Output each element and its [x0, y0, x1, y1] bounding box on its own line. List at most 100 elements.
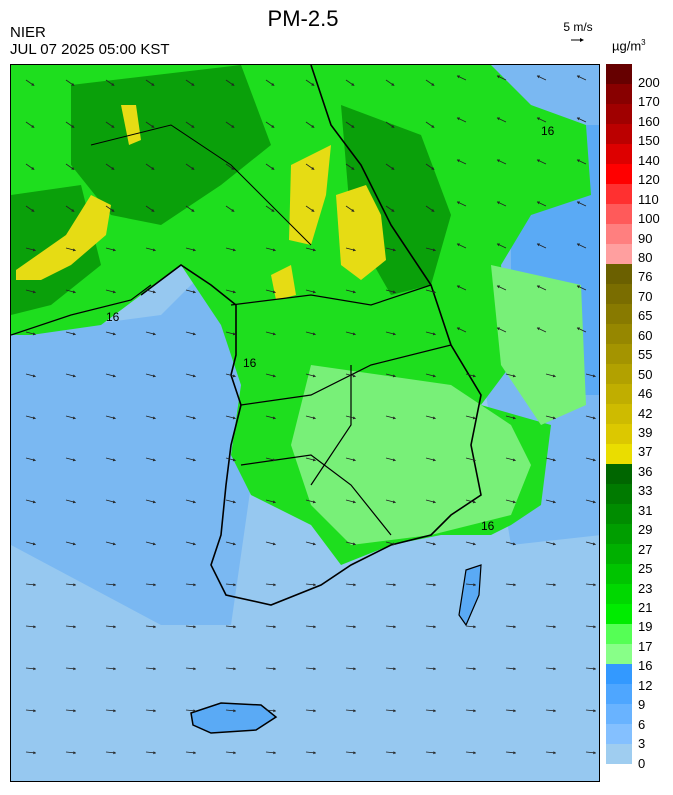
legend-label: 110	[638, 191, 659, 207]
wind-arrowhead	[192, 458, 196, 462]
wind-arrowhead	[472, 500, 476, 504]
wind-arrowhead	[431, 208, 435, 212]
wind-arrowhead	[536, 117, 540, 121]
wind-arrowhead	[593, 583, 596, 587]
wind-arrowhead	[432, 332, 436, 336]
wind-arrowhead	[392, 332, 396, 336]
east-light-green	[491, 265, 586, 425]
wind-arrowhead	[233, 709, 236, 713]
wind-arrowhead	[312, 416, 316, 420]
wind-arrowhead	[151, 166, 155, 170]
wind-arrowhead	[33, 709, 36, 713]
wind-arrowhead	[576, 285, 580, 289]
wind-arrowhead	[351, 166, 355, 170]
legend-label: 6	[638, 716, 646, 732]
wind-arrowhead	[592, 416, 596, 420]
wind-arrowhead	[113, 751, 116, 755]
wind-arrowhead	[576, 243, 580, 247]
wind-arrowhead	[313, 709, 316, 713]
legend-swatch	[606, 304, 632, 325]
wind-arrowhead	[512, 458, 516, 462]
wind-arrowhead	[536, 285, 540, 289]
wind-arrowhead	[312, 332, 316, 336]
contour-label-3: 16	[541, 124, 555, 138]
wind-arrowhead	[33, 751, 36, 755]
wind-arrowhead	[193, 751, 196, 755]
legend-swatch	[606, 624, 632, 645]
legend-swatch	[606, 124, 632, 145]
wind-arrowhead	[113, 625, 116, 629]
legend-label: 76	[638, 269, 653, 285]
legend-label: 100	[638, 211, 660, 227]
wind-arrowhead	[536, 243, 540, 247]
wind-arrowhead	[536, 327, 540, 331]
wind-arrowhead	[33, 625, 36, 629]
legend-label: 3	[638, 736, 646, 752]
wind-arrowhead	[393, 583, 396, 587]
wind-arrowhead	[152, 416, 156, 420]
legend-label: 37	[638, 444, 653, 460]
wind-arrowhead	[456, 243, 460, 247]
legend-swatch	[606, 324, 632, 345]
wind-arrowhead	[113, 667, 116, 671]
wind-arrowhead	[112, 332, 116, 336]
unit-label: µg/m3	[612, 38, 646, 54]
wind-arrowhead	[151, 208, 155, 212]
legend-label: 200	[638, 75, 660, 90]
wind-arrowhead	[313, 667, 316, 671]
wind-arrowhead	[553, 583, 556, 587]
wind-arrowhead	[192, 416, 196, 420]
wind-arrowhead	[553, 625, 556, 629]
wind-arrowhead	[152, 374, 156, 378]
wind-arrowhead	[312, 248, 316, 252]
legend-label: 42	[638, 405, 653, 421]
wind-arrowhead	[593, 625, 596, 629]
wind-arrowhead	[513, 625, 516, 629]
wind-arrowhead	[32, 458, 36, 462]
wind-arrowhead	[536, 159, 540, 163]
legend-swatch	[606, 104, 632, 125]
wind-arrowhead	[433, 583, 436, 587]
wind-arrowhead	[33, 667, 36, 671]
wind-arrowhead	[272, 374, 276, 378]
legend-label: 160	[638, 113, 660, 129]
wind-arrowhead	[432, 416, 436, 420]
wind-arrowhead	[232, 542, 236, 546]
wind-arrowhead	[152, 248, 156, 252]
wind-arrowhead	[233, 583, 236, 587]
legend-swatch	[606, 604, 632, 625]
wind-arrowhead	[72, 416, 76, 420]
wind-arrowhead	[152, 290, 156, 294]
wind-arrowhead	[313, 751, 316, 755]
legend-swatch	[606, 144, 632, 165]
wind-arrowhead	[272, 248, 276, 252]
wind-arrowhead	[272, 290, 276, 294]
wind-arrowhead	[536, 75, 540, 79]
wind-arrowhead	[313, 625, 316, 629]
wind-arrowhead	[71, 124, 75, 128]
wind-arrowhead	[393, 751, 396, 755]
color-legend-bar	[606, 64, 632, 764]
map-canvas: 16 16 16 16	[11, 65, 599, 781]
wind-arrowhead	[456, 327, 460, 331]
legend-label: 27	[638, 541, 653, 557]
wind-arrowhead	[233, 751, 236, 755]
wind-arrowhead	[192, 332, 196, 336]
legend-swatch	[606, 364, 632, 385]
wind-arrowhead	[232, 500, 236, 504]
wind-arrowhead	[553, 667, 556, 671]
wind-arrowhead	[513, 709, 516, 713]
wind-arrowhead	[552, 542, 556, 546]
wind-arrowhead	[73, 709, 76, 713]
wind-arrowhead	[353, 625, 356, 629]
wind-arrowhead	[576, 159, 580, 163]
wind-arrowhead	[496, 243, 500, 247]
wind-arrowhead	[432, 290, 436, 294]
wind-arrowhead	[273, 667, 276, 671]
wind-arrowhead	[393, 709, 396, 713]
wind-arrowhead	[73, 625, 76, 629]
legend-swatch	[606, 64, 632, 85]
wind-arrowhead	[191, 82, 195, 86]
wind-arrowhead	[72, 500, 76, 504]
wind-arrowhead	[312, 542, 316, 546]
